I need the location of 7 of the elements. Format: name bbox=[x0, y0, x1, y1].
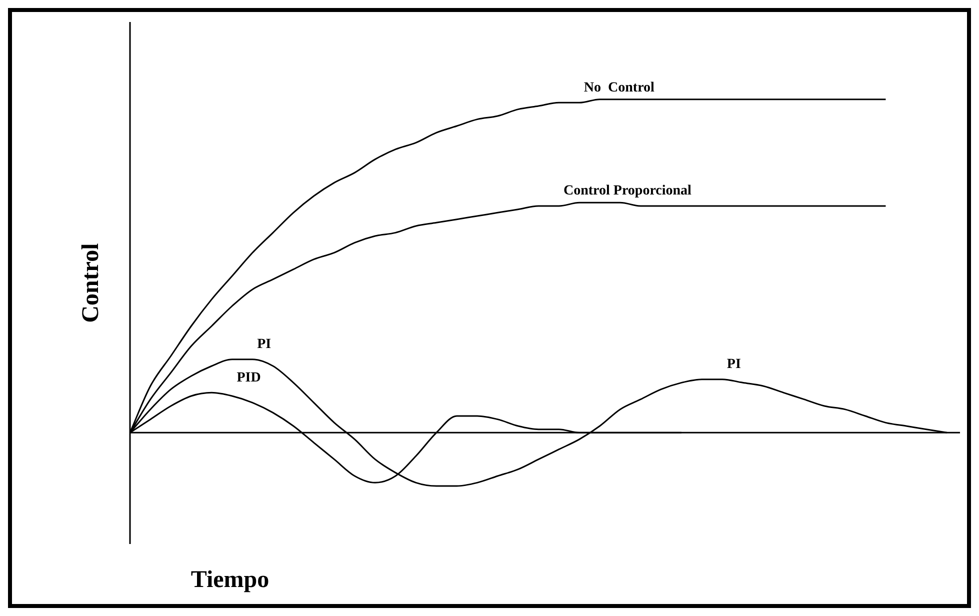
y-axis-title: Control bbox=[78, 242, 104, 323]
series-label: Control Proporcional bbox=[564, 184, 692, 199]
x-axis-title: Tiempo bbox=[190, 567, 270, 594]
series-label: PI bbox=[726, 356, 741, 372]
series-label: No Control bbox=[584, 80, 655, 96]
text: PI bbox=[257, 336, 272, 352]
series-label: PID bbox=[236, 370, 261, 386]
